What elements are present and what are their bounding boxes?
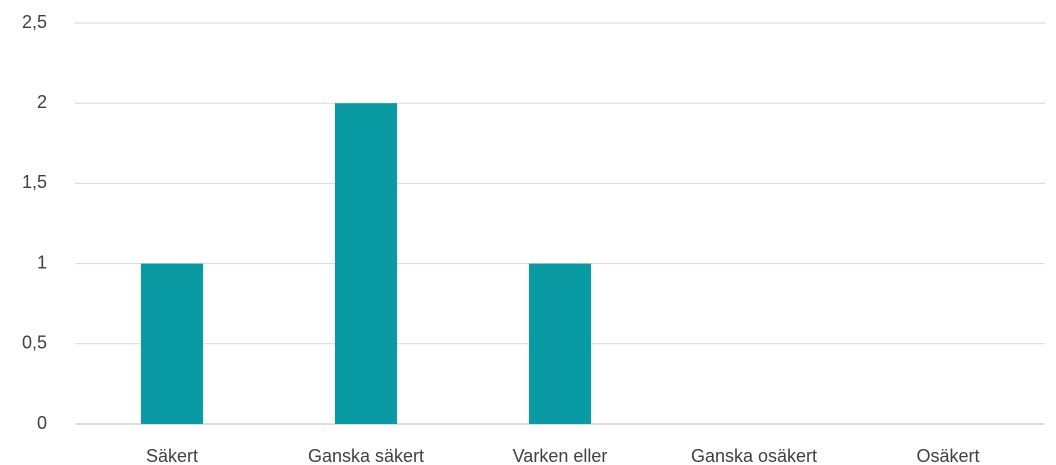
y-tick-label: 2,5 [22, 12, 47, 32]
x-tick-label: Varken eller [513, 446, 608, 465]
bar [334, 103, 398, 424]
x-tick-label: Ganska säkert [308, 446, 424, 465]
y-tick-label: 1 [37, 252, 47, 272]
y-tick-label: 0 [37, 413, 47, 433]
x-tick-label: Ganska osäkert [691, 446, 817, 465]
y-tick-label: 2 [37, 92, 47, 112]
x-tick-label: Säkert [146, 446, 198, 465]
x-tick-label: Osäkert [916, 446, 979, 465]
bar [140, 263, 204, 424]
y-tick-label: 0,5 [22, 333, 47, 353]
bar [528, 263, 592, 424]
y-tick-label: 1,5 [22, 172, 47, 192]
